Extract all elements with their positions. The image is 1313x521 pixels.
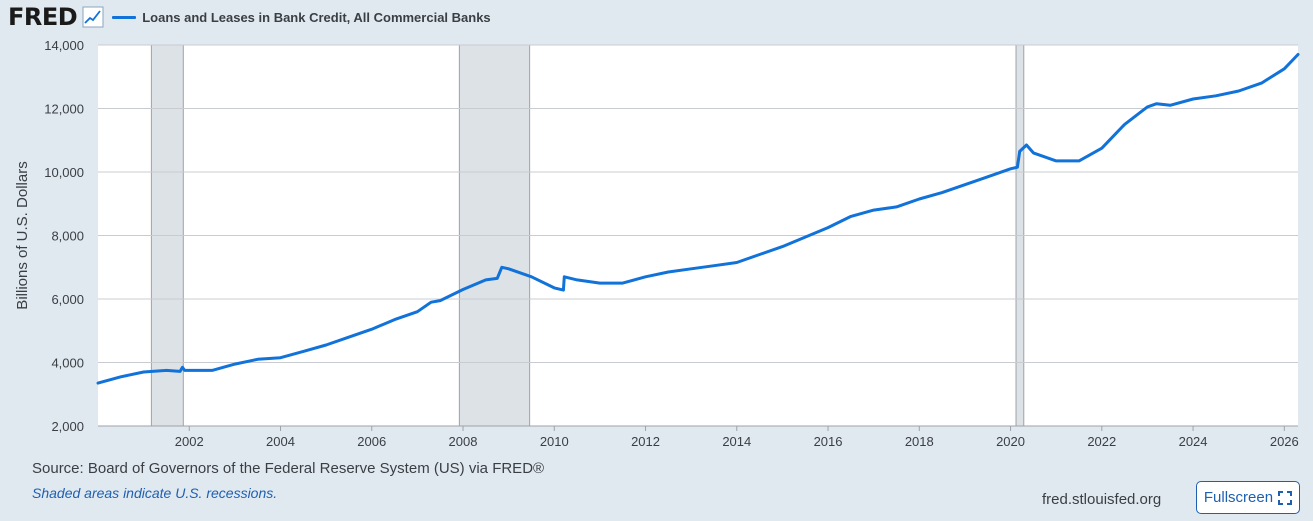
line-chart[interactable]: 2,000 4,000 6,000 8,000 10,000 12,000 14,000 20… <box>0 0 1313 460</box>
line-graph-icon <box>82 6 104 28</box>
x-tick-label: 2002 <box>175 434 204 449</box>
x-tick-label: 2012 <box>631 434 660 449</box>
fullscreen-button[interactable]: Fullscreen <box>1196 481 1300 514</box>
legend-label: Loans and Leases in Bank Credit, All Com… <box>142 9 491 25</box>
x-tick-label: 2004 <box>266 434 295 449</box>
x-tick-label: 2010 <box>540 434 569 449</box>
fred-logo[interactable]: FRED <box>8 3 78 31</box>
legend-swatch <box>112 15 137 19</box>
y-tick-label: 2,000 <box>51 419 84 434</box>
recession-note: Shaded areas indicate U.S. recessions. <box>32 485 278 501</box>
x-tick-label: 2026 <box>1270 434 1299 449</box>
y-tick-label: 8,000 <box>51 229 84 244</box>
source-text: Source: Board of Governors of the Federa… <box>32 460 545 477</box>
chart-legend: Loans and Leases in Bank Credit, All Com… <box>112 9 491 25</box>
fullscreen-icon <box>1278 490 1293 505</box>
x-tick-label: 2008 <box>449 434 478 449</box>
site-url[interactable]: fred.stlouisfed.org <box>1042 491 1162 508</box>
axes: 2,000 4,000 6,000 8,000 10,000 12,000 14,000 20… <box>14 38 1299 449</box>
series-layer <box>96 53 1300 385</box>
x-tick-label: 2024 <box>1179 434 1208 449</box>
chart-header: FRED Loans and Leases in Bank Credit, Al… <box>8 3 491 31</box>
y-tick-label: 12,000 <box>44 102 84 117</box>
x-tick-label: 2022 <box>1087 434 1116 449</box>
x-tick-label: 2020 <box>996 434 1025 449</box>
y-tick-label: 14,000 <box>44 38 84 53</box>
y-tick-label: 4,000 <box>51 356 84 371</box>
series-line[interactable] <box>96 53 1300 385</box>
y-tick-label: 10,000 <box>44 165 84 180</box>
y-axis-label: Billions of U.S. Dollars <box>14 161 31 309</box>
x-tick-label: 2018 <box>905 434 934 449</box>
x-tick-label: 2006 <box>357 434 386 449</box>
fullscreen-label: Fullscreen <box>1203 489 1274 506</box>
x-tick-label: 2016 <box>814 434 843 449</box>
y-tick-label: 6,000 <box>51 292 84 307</box>
x-tick-label: 2014 <box>722 434 751 449</box>
